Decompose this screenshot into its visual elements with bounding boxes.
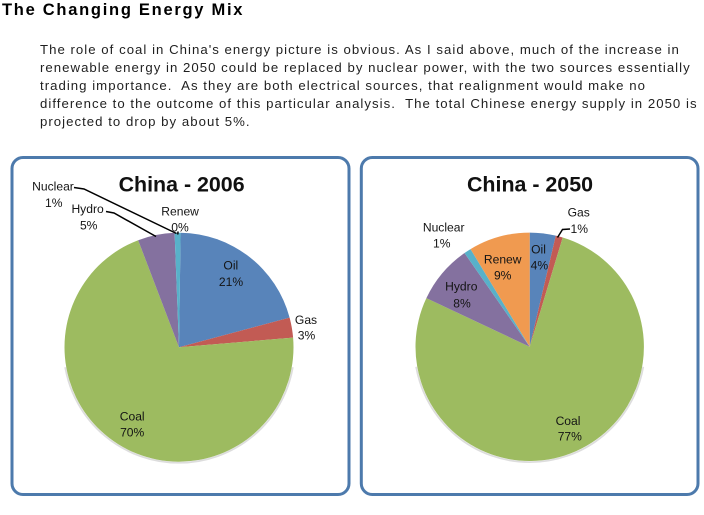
svg-text:3%: 3% [298, 329, 316, 343]
svg-text:8%: 8% [453, 297, 471, 311]
svg-text:4%: 4% [531, 259, 549, 273]
svg-text:Gas: Gas [568, 206, 590, 220]
svg-text:Gas: Gas [295, 313, 317, 327]
svg-text:Renew: Renew [161, 205, 199, 219]
svg-text:Nuclear: Nuclear [423, 221, 465, 235]
svg-text:0%: 0% [171, 221, 189, 235]
svg-text:1%: 1% [433, 237, 451, 251]
svg-text:Hydro: Hydro [71, 202, 104, 216]
svg-text:21%: 21% [219, 275, 243, 289]
svg-text:Renew: Renew [484, 253, 522, 267]
svg-text:Coal: Coal [556, 414, 581, 428]
svg-text:China - 2006: China - 2006 [119, 173, 245, 197]
svg-text:1%: 1% [571, 222, 589, 236]
svg-text:70%: 70% [120, 426, 144, 440]
svg-text:1%: 1% [45, 196, 63, 210]
svg-text:Coal: Coal [120, 409, 145, 423]
svg-text:Oil: Oil [223, 259, 238, 273]
svg-text:5%: 5% [80, 219, 98, 233]
svg-text:China - 2050: China - 2050 [467, 173, 593, 197]
svg-text:Nuclear: Nuclear [32, 180, 74, 194]
svg-text:9%: 9% [494, 269, 512, 283]
svg-text:Hydro: Hydro [445, 280, 478, 294]
svg-text:77%: 77% [558, 430, 582, 444]
svg-text:Oil: Oil [531, 243, 546, 257]
